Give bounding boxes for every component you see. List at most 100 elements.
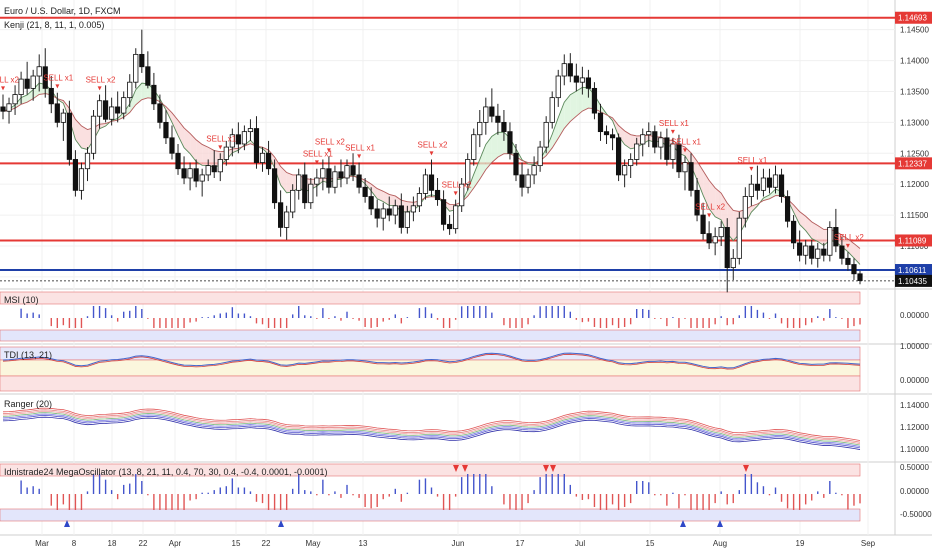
sell-signal-label: SELL x2 — [442, 181, 472, 190]
ribbon-segment — [377, 188, 384, 202]
candle-down — [700, 214, 706, 235]
ranger-band-line — [2, 410, 861, 445]
ribbon-segment — [196, 139, 203, 166]
time-tick-label: 18 — [108, 539, 117, 548]
sell-signal-label: SELL x2 — [0, 76, 19, 85]
ribbon-segment — [497, 132, 504, 158]
indicator-kenji-title: Kenji (21, 8, 11, 1, 0.005) — [4, 20, 104, 30]
candle-down — [181, 168, 187, 179]
sell-signal-arrow: ▾ — [218, 142, 222, 151]
candle-up — [579, 77, 585, 83]
candle-up — [199, 174, 205, 182]
sell-signal-arrow: ▾ — [327, 145, 331, 154]
ribbon-segment — [286, 172, 293, 193]
price-tick-label: 1.13500 — [900, 87, 929, 96]
ribbon-segment — [141, 83, 148, 100]
candle-down — [157, 103, 163, 123]
oscillator-buy-marker — [278, 520, 284, 527]
sell-signal-label: SELL x1 — [43, 74, 73, 83]
oscillator-sell-marker — [550, 465, 556, 472]
candle-down — [54, 103, 60, 123]
sell-signal-label: SELL x1 — [737, 156, 767, 165]
level-price-label: 1.10435 — [898, 277, 927, 286]
time-tick-label: 13 — [359, 539, 368, 548]
candle-up — [815, 248, 821, 259]
candle-up — [658, 137, 664, 148]
candle-up — [471, 134, 477, 160]
ribbon-segment — [365, 180, 372, 191]
time-tick-label: 15 — [646, 539, 655, 548]
candle-up — [241, 131, 248, 145]
candle-up — [296, 174, 302, 191]
candle-up — [646, 131, 652, 136]
candle-down — [163, 121, 169, 139]
candle-down — [597, 112, 604, 133]
sell-signal-arrow: ▾ — [98, 84, 102, 93]
candle-down — [851, 264, 857, 275]
sell-signal-label: SELL x1 — [303, 150, 333, 159]
ribbon-segment — [546, 134, 553, 156]
candle-down — [809, 245, 815, 259]
ribbon-segment — [202, 144, 209, 166]
candle-up — [453, 205, 459, 230]
oscillator-buy-marker — [680, 520, 686, 527]
candle-down — [211, 165, 217, 173]
candle-up — [422, 174, 429, 194]
sell-signal-label: SELL x1 — [206, 134, 236, 143]
candlestick-series[interactable] — [0, 29, 863, 293]
candle-down — [447, 223, 453, 230]
candle-up — [380, 208, 386, 219]
candle-up — [525, 174, 531, 188]
horizontal-levels[interactable] — [0, 16, 895, 282]
time-tick-label: 17 — [516, 539, 525, 548]
candle-up — [634, 143, 640, 160]
candle-down — [845, 257, 851, 265]
candle-down — [139, 53, 145, 68]
candle-up — [78, 168, 85, 191]
candle-up — [772, 174, 779, 188]
candle-down — [706, 233, 712, 244]
candle-down — [302, 174, 308, 204]
candle-down — [374, 208, 380, 219]
level-price-tags: 1.14693 1.12337 1.11089 1.10611 1.10435 — [895, 11, 932, 287]
candle-down — [440, 199, 447, 225]
candle-down — [193, 168, 199, 182]
time-tick-label: 8 — [72, 539, 77, 548]
time-tick-label: Aug — [713, 539, 727, 548]
candle-up — [549, 97, 555, 123]
indicator-series — [2, 306, 861, 527]
candle-down — [778, 174, 785, 197]
ribbon-segment — [558, 102, 565, 139]
candle-up — [712, 236, 718, 244]
ribbon-segment — [184, 127, 191, 154]
sell-signal-label: SELL x1 — [345, 144, 375, 153]
candle-up — [392, 205, 398, 216]
sell-signal-arrow: ▾ — [749, 164, 753, 173]
sell-signal-label: SELL x2 — [834, 233, 864, 242]
candle-down — [507, 131, 513, 154]
ribbon-segment — [570, 91, 577, 122]
candle-up — [718, 227, 724, 238]
sell-signal-arrow: ▾ — [707, 210, 711, 219]
tdi-signal-line — [2, 353, 861, 370]
sell-signal-arrow: ▾ — [430, 148, 434, 157]
oscillator-sell-marker — [453, 465, 459, 472]
candle-down — [495, 115, 501, 123]
level-price-tag — [895, 264, 932, 277]
candle-down — [585, 77, 592, 89]
sell-signal-arrow: ▾ — [357, 152, 361, 161]
oscillator-sell-marker — [462, 465, 468, 472]
candle-up — [736, 217, 742, 259]
candle-down — [362, 186, 368, 197]
candle-up — [760, 177, 767, 191]
ribbon-segment — [697, 161, 704, 196]
candle-up — [133, 53, 139, 83]
ribbon-segment — [479, 144, 486, 180]
candle-down — [603, 131, 610, 136]
panel-megaoscillator-title: Idnistrade24 MegaOscillator (13, 8, 21, … — [4, 467, 328, 477]
candle-up — [561, 63, 567, 77]
time-axis: Mar 8 18 22 Apr 15 22 May 13 Jun 17 Jul 15 Aug 19 Sep — [35, 539, 876, 548]
oscillator-sell-marker — [543, 465, 549, 472]
level-price-tag — [895, 157, 932, 170]
